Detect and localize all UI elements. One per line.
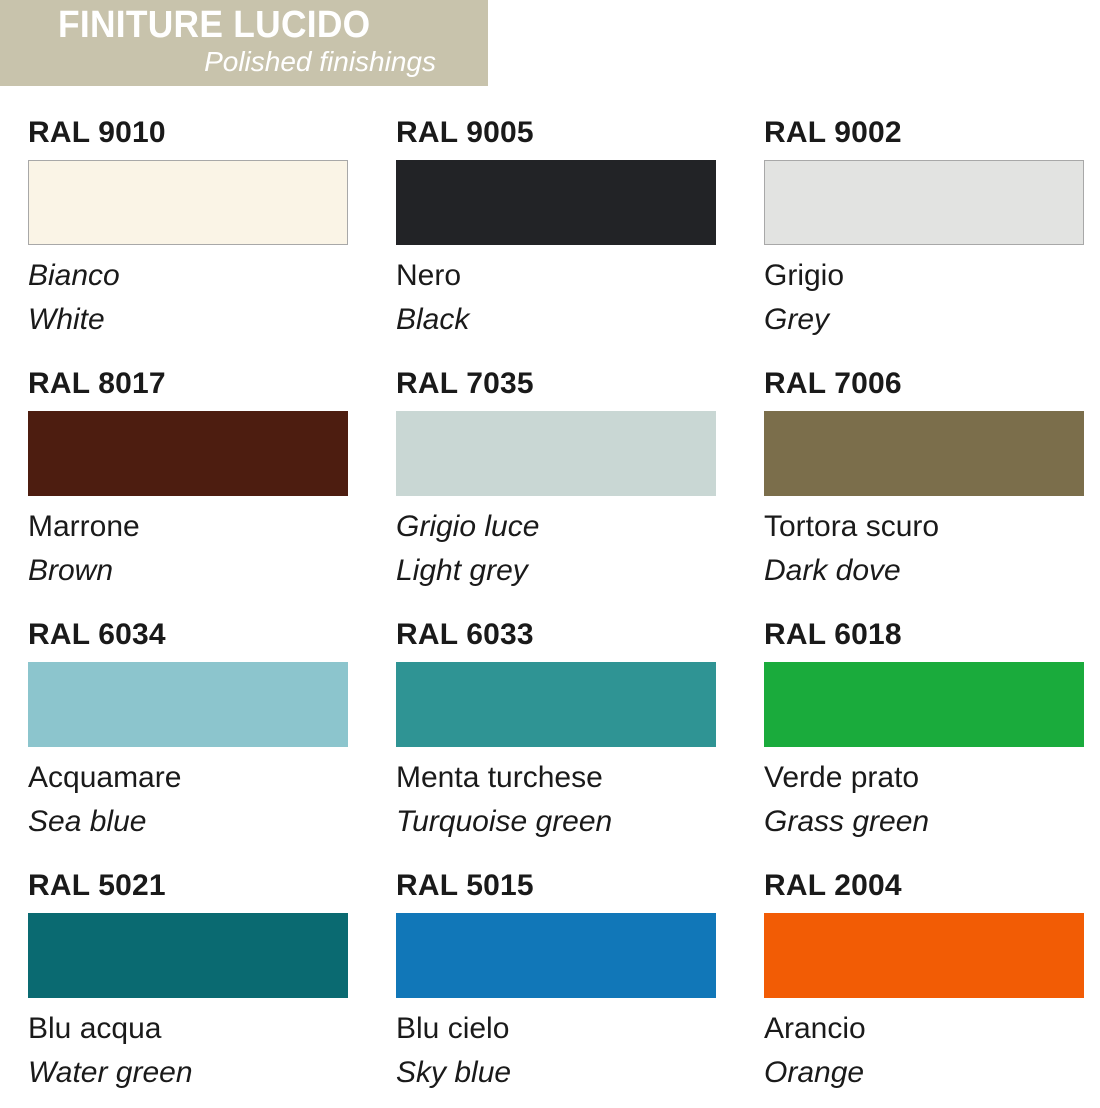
color-chip[interactable] bbox=[396, 662, 716, 747]
ral-code-label: RAL 7035 bbox=[396, 367, 534, 400]
color-swatch-card[interactable]: RAL 7035 Grigio luce Light grey bbox=[368, 355, 736, 606]
color-name-english: Grass green bbox=[764, 805, 930, 838]
color-name-italian: Menta turchese bbox=[396, 761, 603, 794]
color-chip[interactable] bbox=[28, 160, 348, 245]
color-chip[interactable] bbox=[764, 160, 1084, 245]
ral-code-label: RAL 9010 bbox=[28, 116, 166, 149]
header-banner: FINITURE LUCIDO Polished finishings bbox=[0, 0, 488, 86]
color-name-italian: Grigio bbox=[764, 259, 845, 292]
color-name-italian: Blu cielo bbox=[396, 1012, 510, 1045]
color-name-italian: Marrone bbox=[28, 510, 140, 543]
ral-code-label: RAL 7006 bbox=[764, 367, 902, 400]
color-name-italian: Bianco bbox=[28, 259, 120, 292]
color-swatch-card[interactable]: RAL 6034 Acquamare Sea blue bbox=[0, 606, 368, 857]
color-name-english: Sky blue bbox=[396, 1056, 512, 1089]
color-chip[interactable] bbox=[28, 411, 348, 496]
color-swatch-card[interactable]: RAL 6033 Menta turchese Turquoise green bbox=[368, 606, 736, 857]
color-swatch-card[interactable]: RAL 6018 Verde prato Grass green bbox=[736, 606, 1100, 857]
color-name-english: Brown bbox=[28, 554, 114, 587]
ral-code-label: RAL 9005 bbox=[396, 116, 534, 149]
color-name-english: Orange bbox=[764, 1056, 865, 1089]
color-name-italian: Verde prato bbox=[764, 761, 920, 794]
color-name-english: Water green bbox=[28, 1056, 193, 1089]
color-name-english: Dark dove bbox=[764, 554, 901, 587]
ral-code-label: RAL 9002 bbox=[764, 116, 902, 149]
color-swatch-card[interactable]: RAL 2004 Arancio Orange bbox=[736, 857, 1100, 1108]
color-swatch-card[interactable]: RAL 5021 Blu acqua Water green bbox=[0, 857, 368, 1108]
color-swatch-card[interactable]: RAL 7006 Tortora scuro Dark dove bbox=[736, 355, 1100, 606]
color-swatch-card[interactable]: RAL 9002 Grigio Grey bbox=[736, 104, 1100, 355]
color-chip[interactable] bbox=[396, 160, 716, 245]
color-swatch-card[interactable]: RAL 8017 Marrone Brown bbox=[0, 355, 368, 606]
color-chip[interactable] bbox=[764, 913, 1084, 998]
color-chip[interactable] bbox=[396, 913, 716, 998]
color-chip[interactable] bbox=[764, 411, 1084, 496]
color-name-english: Light grey bbox=[396, 554, 528, 587]
color-name-english: Sea blue bbox=[28, 805, 147, 838]
ral-code-label: RAL 6034 bbox=[28, 618, 166, 651]
ral-code-label: RAL 6018 bbox=[764, 618, 902, 651]
color-chip[interactable] bbox=[764, 662, 1084, 747]
color-name-italian: Arancio bbox=[764, 1012, 866, 1045]
color-chip[interactable] bbox=[396, 411, 716, 496]
ral-code-label: RAL 6033 bbox=[396, 618, 534, 651]
color-chip[interactable] bbox=[28, 913, 348, 998]
color-chip[interactable] bbox=[28, 662, 348, 747]
page-subtitle: Polished finishings bbox=[204, 46, 436, 77]
color-name-italian: Blu acqua bbox=[28, 1012, 162, 1045]
page-title: FINITURE LUCIDO bbox=[58, 4, 371, 46]
color-name-english: Grey bbox=[764, 303, 830, 336]
color-name-english: Black bbox=[396, 303, 470, 336]
color-name-italian: Tortora scuro bbox=[764, 510, 940, 543]
color-swatch-card[interactable]: RAL 5015 Blu cielo Sky blue bbox=[368, 857, 736, 1108]
color-swatch-card[interactable]: RAL 9005 Nero Black bbox=[368, 104, 736, 355]
ral-code-label: RAL 2004 bbox=[764, 869, 902, 902]
color-name-italian: Nero bbox=[396, 259, 462, 292]
color-name-english: White bbox=[28, 303, 105, 336]
ral-code-label: RAL 5015 bbox=[396, 869, 534, 902]
color-name-italian: Acquamare bbox=[28, 761, 182, 794]
color-name-italian: Grigio luce bbox=[396, 510, 540, 543]
ral-code-label: RAL 8017 bbox=[28, 367, 166, 400]
color-swatch-card[interactable]: RAL 9010 Bianco White bbox=[0, 104, 368, 355]
color-name-english: Turquoise green bbox=[396, 805, 613, 838]
color-swatch-grid: RAL 9010 Bianco White RAL 9005 Nero Black RAL … bbox=[0, 104, 1100, 1108]
ral-code-label: RAL 5021 bbox=[28, 869, 166, 902]
